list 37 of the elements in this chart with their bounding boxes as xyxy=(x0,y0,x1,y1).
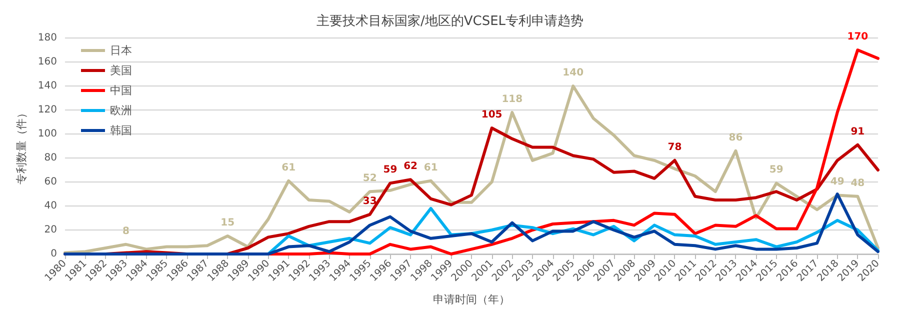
legend-label: 日本 xyxy=(110,44,132,57)
y-tick-label: 80 xyxy=(44,152,57,164)
y-tick-label: 0 xyxy=(50,248,57,260)
data-label: 52 xyxy=(362,173,377,184)
data-label: 140 xyxy=(562,68,584,78)
data-label: 59 xyxy=(383,164,398,176)
y-tick-label: 180 xyxy=(38,32,57,44)
y-tick-label: 140 xyxy=(38,80,57,92)
legend-label: 中国 xyxy=(110,84,132,97)
x-axis-title: 申请时间（年） xyxy=(432,293,510,306)
data-label: 91 xyxy=(850,126,865,138)
data-label: 15 xyxy=(220,218,235,228)
data-label: 59 xyxy=(769,164,784,176)
data-label: 86 xyxy=(728,132,743,144)
data-label: 105 xyxy=(481,110,502,120)
legend-label: 韩国 xyxy=(110,124,132,137)
legend-label: 美国 xyxy=(110,64,132,77)
data-label: 61 xyxy=(282,162,296,174)
y-axis-title: 专利数量（件） xyxy=(15,108,28,184)
data-label: 118 xyxy=(502,94,523,105)
data-label: 48 xyxy=(850,178,865,189)
data-label: 33 xyxy=(362,196,377,207)
legend-label: 欧洲 xyxy=(110,104,132,117)
data-label: 170 xyxy=(847,32,868,42)
y-tick-label: 60 xyxy=(44,176,57,188)
chart-title: 主要技术目标国家/地区的VCSEL专利申请趋势 xyxy=(316,13,584,29)
data-label: 78 xyxy=(668,142,682,153)
y-tick-label: 40 xyxy=(44,200,57,212)
data-label: 62 xyxy=(404,161,418,172)
line-series xyxy=(63,192,880,256)
y-tick-label: 20 xyxy=(44,224,57,236)
y-tick-label: 160 xyxy=(38,56,57,68)
data-label: 8 xyxy=(122,226,130,237)
data-label: 61 xyxy=(424,162,438,174)
data-label: 49 xyxy=(830,176,844,188)
y-tick-label: 120 xyxy=(38,104,57,116)
y-tick-label: 100 xyxy=(38,128,57,140)
